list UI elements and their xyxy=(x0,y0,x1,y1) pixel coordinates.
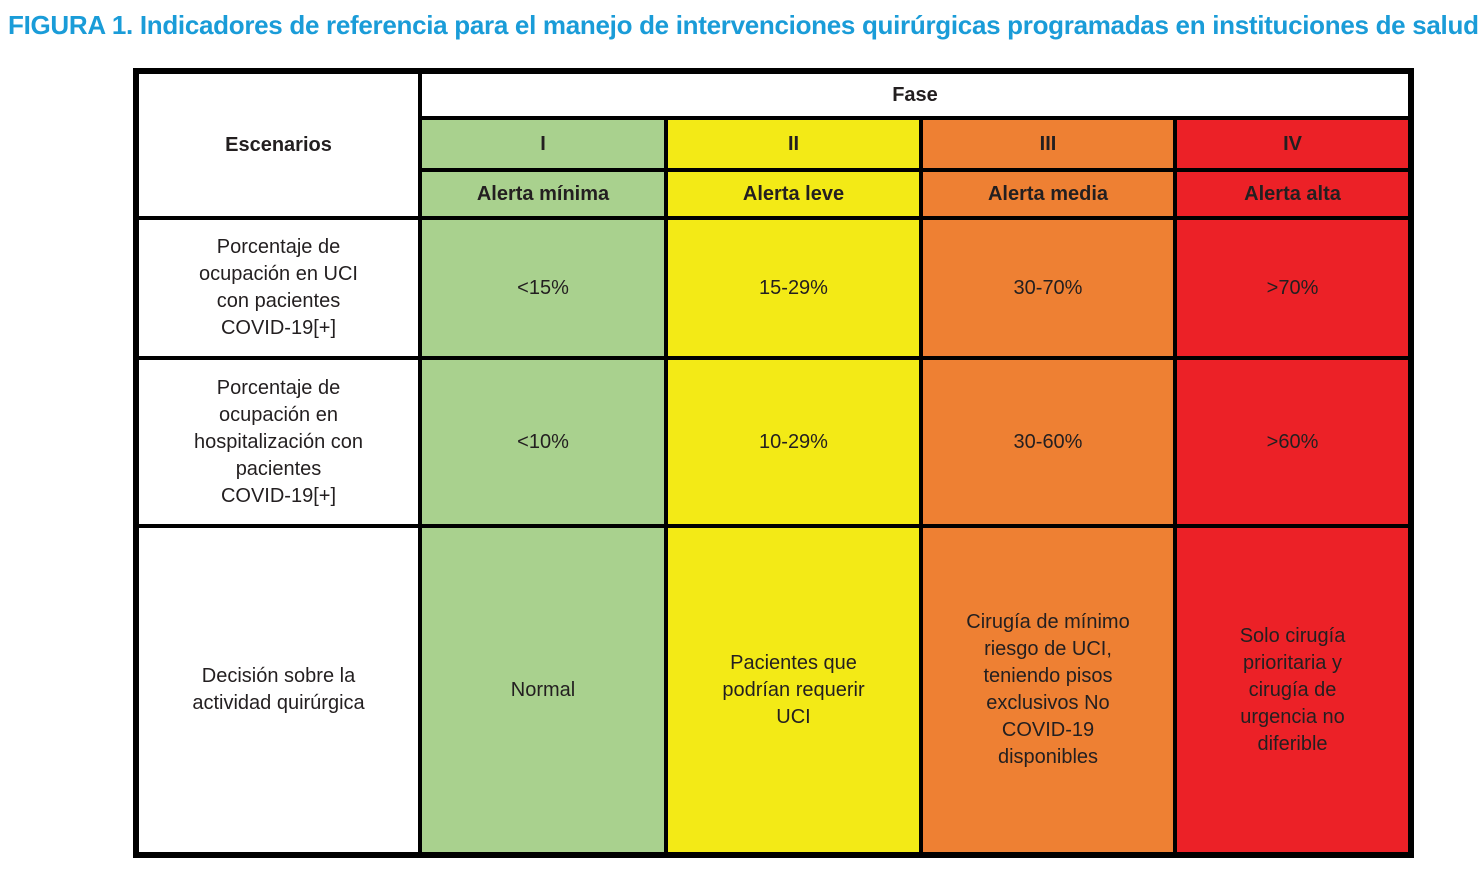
row-label-uci-occupancy: Porcentaje de ocupación en UCI con pacie… xyxy=(134,216,422,360)
phase-numeral-3: III xyxy=(919,116,1177,172)
row-label-surgical-decision: Decisión sobre la actividad quirúrgica xyxy=(134,524,422,857)
uci-value-phase-3: 30-70% xyxy=(919,216,1177,360)
alert-level-3: Alerta media xyxy=(919,168,1177,220)
corner-header-escenarios: Escenarios xyxy=(134,69,422,220)
decision-phase-3: Cirugía de mínimo riesgo de UCI, teniend… xyxy=(919,524,1177,857)
alert-level-4: Alerta alta xyxy=(1172,168,1414,220)
phase-numeral-4: IV xyxy=(1172,116,1414,172)
uci-value-phase-4: >70% xyxy=(1172,216,1414,360)
table-row-surgical-decision: Decisión sobre la actividad quirúrgica N… xyxy=(134,524,1414,857)
alert-level-2: Alerta leve xyxy=(664,168,923,220)
hosp-value-phase-2: 10-29% xyxy=(664,356,923,528)
hosp-value-phase-1: <10% xyxy=(418,356,668,528)
decision-phase-1: Normal xyxy=(418,524,668,857)
phase-numeral-2: II xyxy=(664,116,923,172)
table-row-uci-occupancy: Porcentaje de ocupación en UCI con pacie… xyxy=(134,216,1414,360)
row-label-hospitalization: Porcentaje de ocupación en hospitalizaci… xyxy=(134,356,422,528)
decision-phase-2: Pacientes que podrían requerir UCI xyxy=(664,524,923,857)
uci-value-phase-1: <15% xyxy=(418,216,668,360)
alert-level-1: Alerta mínima xyxy=(418,168,668,220)
hosp-value-phase-3: 30-60% xyxy=(919,356,1177,528)
phase-header: Fase xyxy=(417,69,1414,120)
header-row-numerals: I II III IV xyxy=(136,116,1414,172)
hosp-value-phase-4: >60% xyxy=(1172,356,1414,528)
figure-title: FIGURA 1. Indicadores de referencia para… xyxy=(8,10,1478,40)
uci-value-phase-2: 15-29% xyxy=(664,216,923,360)
decision-phase-4: Solo cirugía prioritaria y cirugía de ur… xyxy=(1172,524,1414,857)
reference-indicators-table: Escenarios Fase I II III IV Alerta mínim… xyxy=(133,68,1415,858)
header-row-alerts: Alerta mínima Alerta leve Alerta media A… xyxy=(136,168,1414,220)
phase-numeral-1: I xyxy=(418,116,668,172)
table-row-hospitalization-occupancy: Porcentaje de ocupación en hospitalizaci… xyxy=(134,356,1414,528)
header-row-fase: Escenarios Fase xyxy=(134,69,1414,220)
